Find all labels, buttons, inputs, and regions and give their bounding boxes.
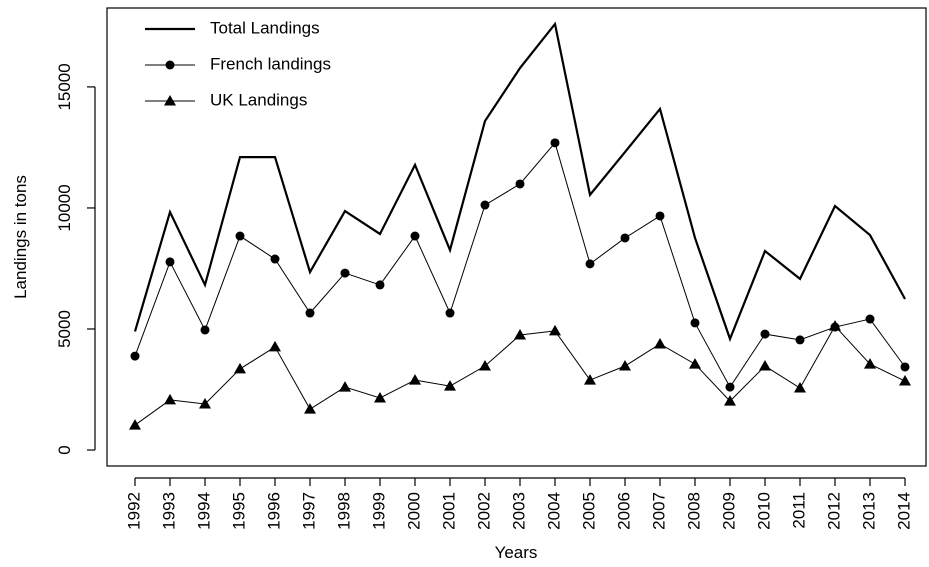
x-tick-label: 1997 xyxy=(299,492,318,530)
data-point xyxy=(549,324,561,336)
data-point xyxy=(235,231,245,241)
legend-label: UK Landings xyxy=(210,90,307,109)
y-tick-label: 5000 xyxy=(55,310,74,348)
x-tick-label: 1995 xyxy=(229,492,248,530)
x-tick-label: 2005 xyxy=(579,492,598,530)
data-point xyxy=(164,393,176,405)
data-point xyxy=(305,308,315,318)
data-point xyxy=(899,375,911,386)
data-point xyxy=(199,398,211,409)
x-tick-label: 2012 xyxy=(824,492,843,530)
data-point xyxy=(130,351,140,361)
x-axis-label: Years xyxy=(495,543,538,562)
x-tick-label: 2000 xyxy=(404,492,423,530)
x-tick-label: 1994 xyxy=(194,492,213,530)
data-point xyxy=(515,179,525,189)
plot-frame xyxy=(106,7,927,467)
x-tick-label: 2002 xyxy=(474,492,493,530)
data-point xyxy=(620,233,630,243)
data-point xyxy=(479,360,491,371)
data-point xyxy=(794,382,806,393)
series-line xyxy=(134,141,906,389)
data-point xyxy=(724,395,736,406)
data-point xyxy=(165,257,175,267)
data-point xyxy=(725,382,735,392)
data-point xyxy=(375,280,385,290)
data-point xyxy=(864,358,876,369)
legend-marker xyxy=(164,95,176,106)
data-point xyxy=(409,374,421,385)
data-point xyxy=(760,329,770,339)
data-point xyxy=(654,337,666,349)
x-tick-label: 2011 xyxy=(789,492,808,529)
data-point xyxy=(795,335,805,345)
data-point xyxy=(689,358,701,369)
data-point xyxy=(129,419,141,430)
data-point xyxy=(550,138,560,148)
data-point xyxy=(759,360,771,371)
data-point xyxy=(444,380,456,391)
x-tick-label: 1996 xyxy=(264,492,283,530)
x-tick-label: 1992 xyxy=(124,492,143,530)
y-axis-label: Landings in tons xyxy=(11,175,30,299)
data-point xyxy=(340,268,350,278)
data-point xyxy=(514,329,526,340)
x-tick-label: 1998 xyxy=(334,492,353,530)
x-tick-label: 1999 xyxy=(369,492,388,530)
x-tick-label: 1993 xyxy=(159,492,178,530)
data-point xyxy=(585,259,595,269)
legend-marker xyxy=(165,60,175,70)
x-tick-label: 2010 xyxy=(754,492,773,530)
x-tick-label: 2009 xyxy=(719,492,738,530)
data-point xyxy=(410,231,420,241)
data-point xyxy=(234,362,246,374)
series-line xyxy=(134,325,906,426)
data-point xyxy=(339,381,351,392)
x-tick-label: 2001 xyxy=(439,492,458,530)
y-tick-label: 15000 xyxy=(55,63,74,110)
data-point xyxy=(865,314,875,324)
x-tick-label: 2013 xyxy=(859,492,878,530)
y-tick-label: 0 xyxy=(55,445,74,454)
data-point xyxy=(374,391,386,403)
x-tick-label: 2003 xyxy=(509,492,528,530)
data-point xyxy=(269,340,281,352)
legend-label: Total Landings xyxy=(210,18,320,37)
data-point xyxy=(690,318,700,328)
x-tick-label: 2014 xyxy=(894,492,913,530)
data-point xyxy=(655,211,665,221)
legend-label: French landings xyxy=(210,54,331,73)
x-tick-label: 2007 xyxy=(649,492,668,530)
data-point xyxy=(200,325,210,335)
data-point xyxy=(829,320,841,331)
data-point xyxy=(584,374,596,385)
data-point xyxy=(304,403,316,414)
data-point xyxy=(480,200,490,210)
data-point xyxy=(619,360,631,371)
x-tick-label: 2006 xyxy=(614,492,633,530)
data-point xyxy=(270,254,280,264)
data-point xyxy=(900,362,910,372)
y-tick-label: 10000 xyxy=(55,184,74,231)
x-tick-label: 2004 xyxy=(544,492,563,530)
data-point xyxy=(445,308,455,318)
series-line xyxy=(133,21,906,343)
x-tick-label: 2008 xyxy=(684,492,703,530)
